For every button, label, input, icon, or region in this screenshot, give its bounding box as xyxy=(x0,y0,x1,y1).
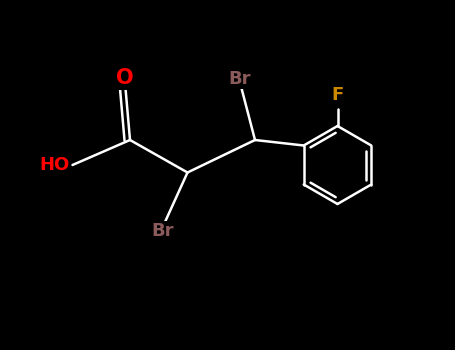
Text: F: F xyxy=(331,86,344,104)
Text: Br: Br xyxy=(151,223,174,240)
Text: O: O xyxy=(116,69,134,89)
Text: HO: HO xyxy=(40,156,70,174)
Text: Br: Br xyxy=(229,70,251,88)
